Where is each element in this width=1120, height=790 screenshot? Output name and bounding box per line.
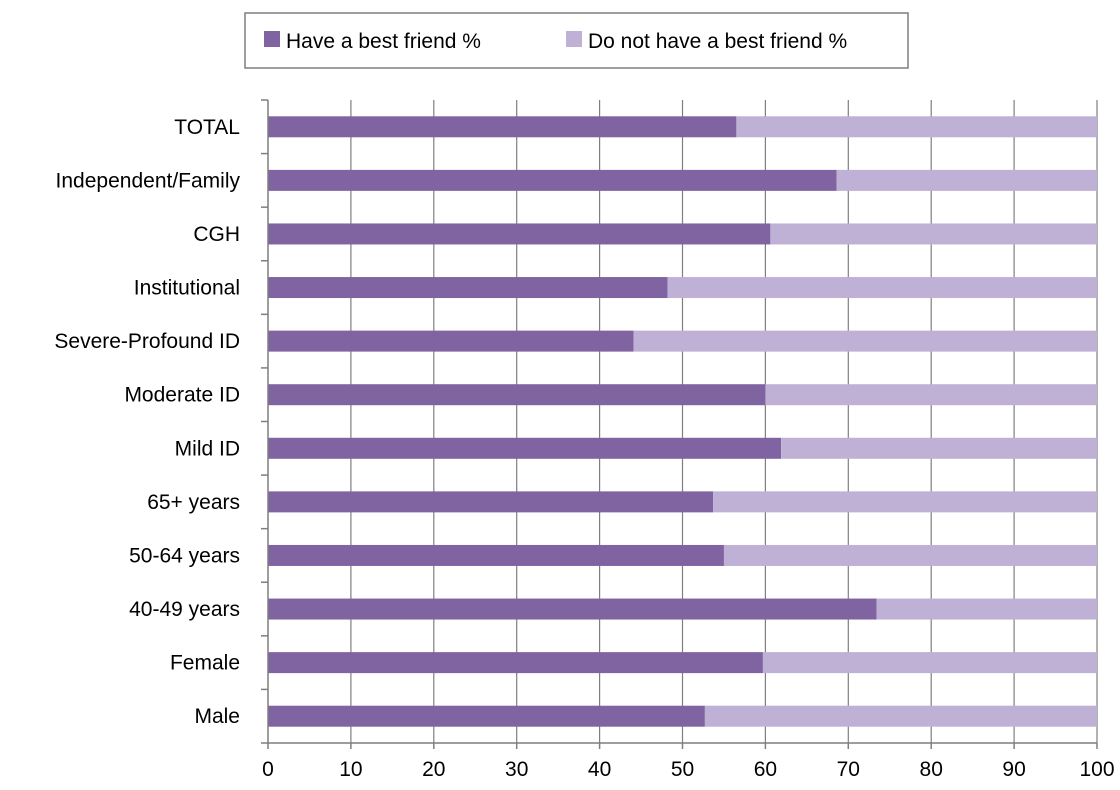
category-label: Severe-Profound ID (54, 330, 240, 353)
category-label: Mild ID (175, 437, 240, 460)
axes (261, 99, 1098, 749)
x-tick-label-80: 80 (920, 758, 943, 781)
bar-no-best-friend-1 (836, 169, 1097, 191)
category-label: Female (170, 652, 240, 675)
category-label: 65+ years (147, 491, 240, 514)
bar-have-best-friend-0 (268, 116, 737, 138)
category-label: Male (194, 705, 240, 728)
bar-have-best-friend-7 (268, 491, 714, 513)
bars-layer (268, 116, 1097, 727)
bar-have-best-friend-4 (268, 330, 634, 352)
bar-have-best-friend-1 (268, 169, 837, 191)
bar-have-best-friend-10 (268, 652, 763, 674)
x-tick-label-20: 20 (422, 758, 445, 781)
bar-no-best-friend-2 (770, 223, 1097, 245)
x-tick-label-0: 0 (262, 758, 274, 781)
legend: Have a best friend % Do not have a best f… (244, 12, 909, 69)
legend-label-1: Do not have a best friend % (588, 30, 847, 53)
x-tick-label-100: 100 (1079, 758, 1114, 781)
bar-no-best-friend-9 (876, 598, 1097, 620)
bar-no-best-friend-5 (765, 384, 1097, 406)
bar-no-best-friend-6 (781, 437, 1097, 459)
bar-have-best-friend-5 (268, 384, 766, 406)
x-tick-label-10: 10 (339, 758, 362, 781)
x-tick-label-60: 60 (754, 758, 777, 781)
bar-no-best-friend-0 (736, 116, 1097, 138)
category-label: Independent/Family (56, 169, 241, 192)
x-tick-label-50: 50 (671, 758, 694, 781)
legend-label-0: Have a best friend % (286, 30, 481, 53)
bar-have-best-friend-8 (268, 544, 724, 566)
bar-no-best-friend-7 (713, 491, 1097, 513)
bar-no-best-friend-4 (633, 330, 1097, 352)
category-label: CGH (193, 223, 240, 246)
category-label: TOTAL (174, 116, 240, 139)
legend-swatch-0 (264, 31, 280, 47)
bar-no-best-friend-10 (762, 652, 1097, 674)
category-label: Moderate ID (124, 384, 240, 407)
x-tick-label-30: 30 (505, 758, 528, 781)
bar-have-best-friend-3 (268, 277, 668, 299)
bar-have-best-friend-9 (268, 598, 877, 620)
gridlines (350, 100, 1098, 743)
x-tick-label-90: 90 (1002, 758, 1025, 781)
x-tick-label-40: 40 (588, 758, 611, 781)
bar-have-best-friend-11 (268, 705, 705, 727)
bar-have-best-friend-6 (268, 437, 782, 459)
category-label: 50-64 years (129, 544, 240, 567)
x-tick-label-70: 70 (837, 758, 860, 781)
labels-layer: 0 10 20 30 40 50 60 70 80 90 100 TOTAL Independent/F… (54, 116, 1114, 781)
bar-no-best-friend-3 (667, 277, 1097, 299)
legend-swatch-1 (566, 31, 582, 47)
category-label: 40-49 years (129, 598, 240, 621)
category-label: Institutional (134, 277, 240, 300)
bar-no-best-friend-11 (704, 705, 1097, 727)
bar-have-best-friend-2 (268, 223, 771, 245)
bar-no-best-friend-8 (723, 544, 1097, 566)
